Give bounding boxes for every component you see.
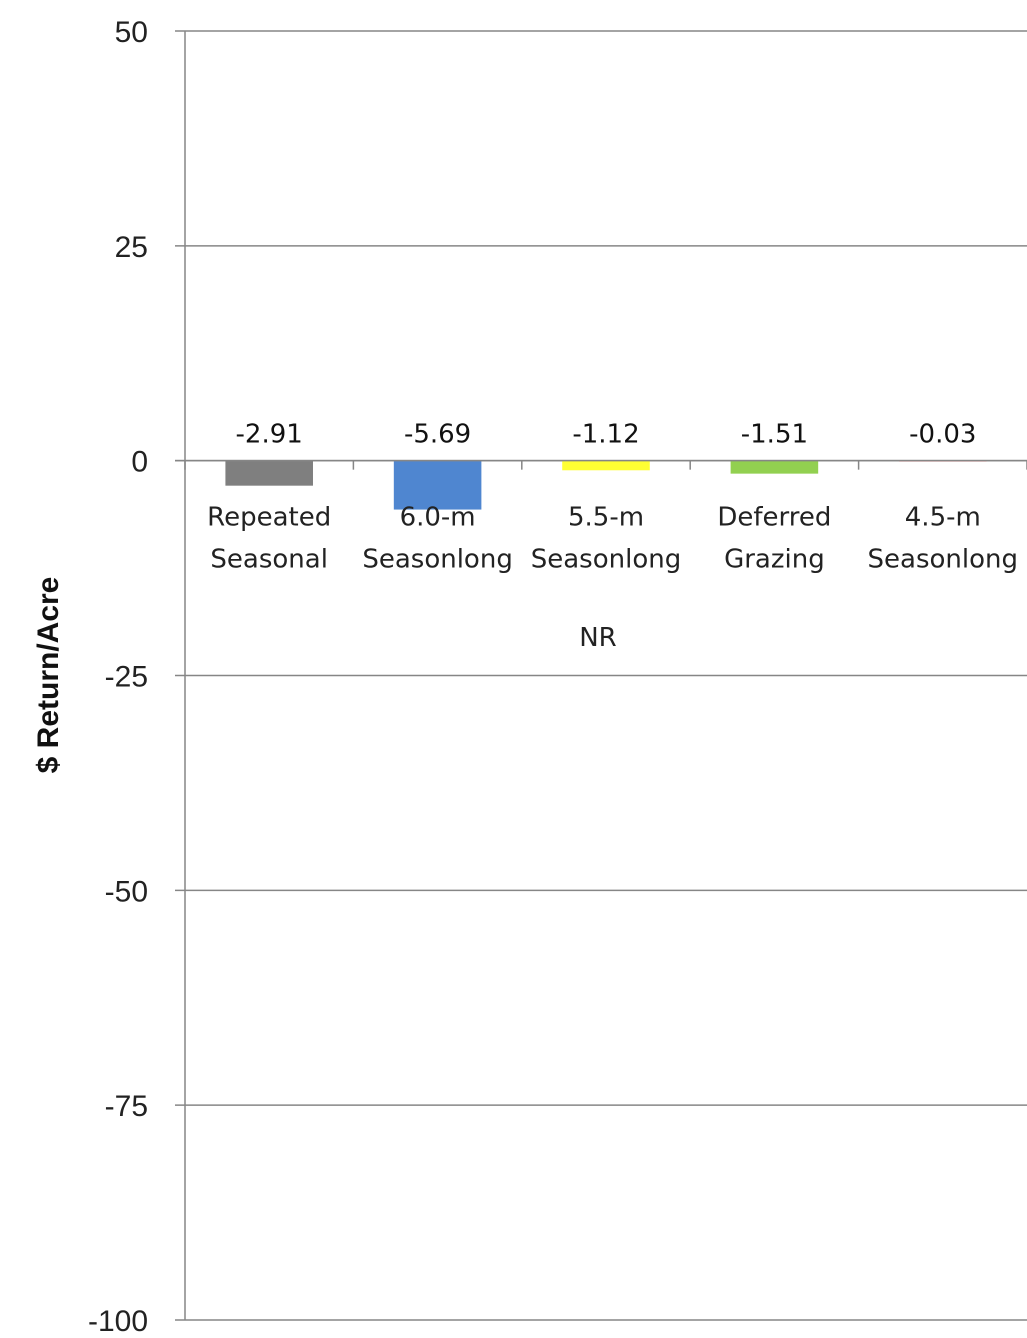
group-label: NR — [579, 623, 617, 653]
category-label: Repeated — [207, 503, 331, 533]
bar — [225, 460, 313, 486]
category-labels: Repeated Seasonal 6.0-m Seasonlong 5.5-m Seas… — [207, 503, 1018, 575]
bar — [730, 460, 819, 474]
y-tick-label: 50 — [115, 16, 148, 49]
data-label: -2.91 — [236, 420, 303, 450]
category-label: Seasonlong — [531, 545, 681, 575]
data-label: -1.12 — [572, 420, 639, 450]
y-tick-label: -75 — [105, 1090, 148, 1123]
y-axis-ticks: 50 25 0 -25 -50 -75 -100 — [88, 16, 148, 1338]
category-label: Seasonlong — [868, 545, 1018, 575]
bar — [562, 460, 650, 471]
category-label: 6.0-m — [400, 503, 476, 533]
y-tick-label: -100 — [88, 1305, 148, 1338]
data-label: -5.69 — [404, 420, 471, 450]
category-label: Grazing — [724, 545, 825, 575]
bars — [175, 459, 1027, 510]
category-label: Seasonlong — [362, 545, 512, 575]
y-tick-label: 25 — [115, 231, 148, 264]
data-label: -0.03 — [909, 420, 976, 450]
x-axis-tick-marks — [184, 460, 1027, 470]
bar — [393, 460, 482, 510]
gridlines — [175, 30, 1027, 1321]
category-label: Seasonal — [210, 545, 328, 575]
y-tick-label: -50 — [105, 875, 148, 908]
category-label: 4.5-m — [905, 503, 981, 533]
y-tick-label: -25 — [105, 661, 148, 694]
category-label: 5.5-m — [568, 503, 644, 533]
y-tick-label: 0 — [131, 446, 148, 479]
data-label: -1.51 — [741, 420, 808, 450]
category-label: Deferred — [717, 503, 831, 533]
y-axis-label: $ Return/Acre — [32, 577, 65, 774]
data-labels: -2.91 -5.69 -1.12 -1.51 -0.03 — [236, 420, 977, 450]
